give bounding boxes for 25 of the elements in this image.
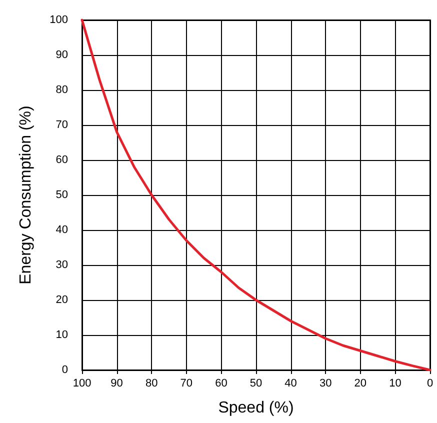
y-tick-label: 20 xyxy=(56,294,68,306)
y-tick-label: 80 xyxy=(56,84,68,96)
x-tick-label: 80 xyxy=(145,378,158,390)
y-tick-label: 70 xyxy=(56,119,68,131)
x-tick-label: 70 xyxy=(180,378,193,390)
y-tick-label: 50 xyxy=(56,189,68,201)
x-tick-label: 0 xyxy=(426,378,434,390)
line-series xyxy=(80,18,432,372)
y-axis-title: Energy Consumption (%) xyxy=(18,106,34,284)
y-tick-label: 100 xyxy=(50,14,68,26)
x-tick-label: 30 xyxy=(319,378,332,390)
x-tick-label: 10 xyxy=(389,378,402,390)
x-tick-label: 40 xyxy=(284,378,297,390)
x-axis-title: Speed (%) xyxy=(218,400,294,416)
x-tick-label: 60 xyxy=(215,378,228,390)
x-tick-label: 90 xyxy=(110,378,123,390)
y-tick-label: 40 xyxy=(56,224,68,236)
y-tick-label: 0 xyxy=(62,364,68,376)
y-tick-label: 30 xyxy=(56,259,68,271)
y-tick-label: 90 xyxy=(56,49,68,61)
y-tick-label: 60 xyxy=(56,154,68,166)
x-tick-label: 20 xyxy=(354,378,367,390)
y-tick-label: 10 xyxy=(56,329,68,341)
x-tick-label: 50 xyxy=(250,378,262,390)
x-tick-label: 100 xyxy=(72,378,92,390)
